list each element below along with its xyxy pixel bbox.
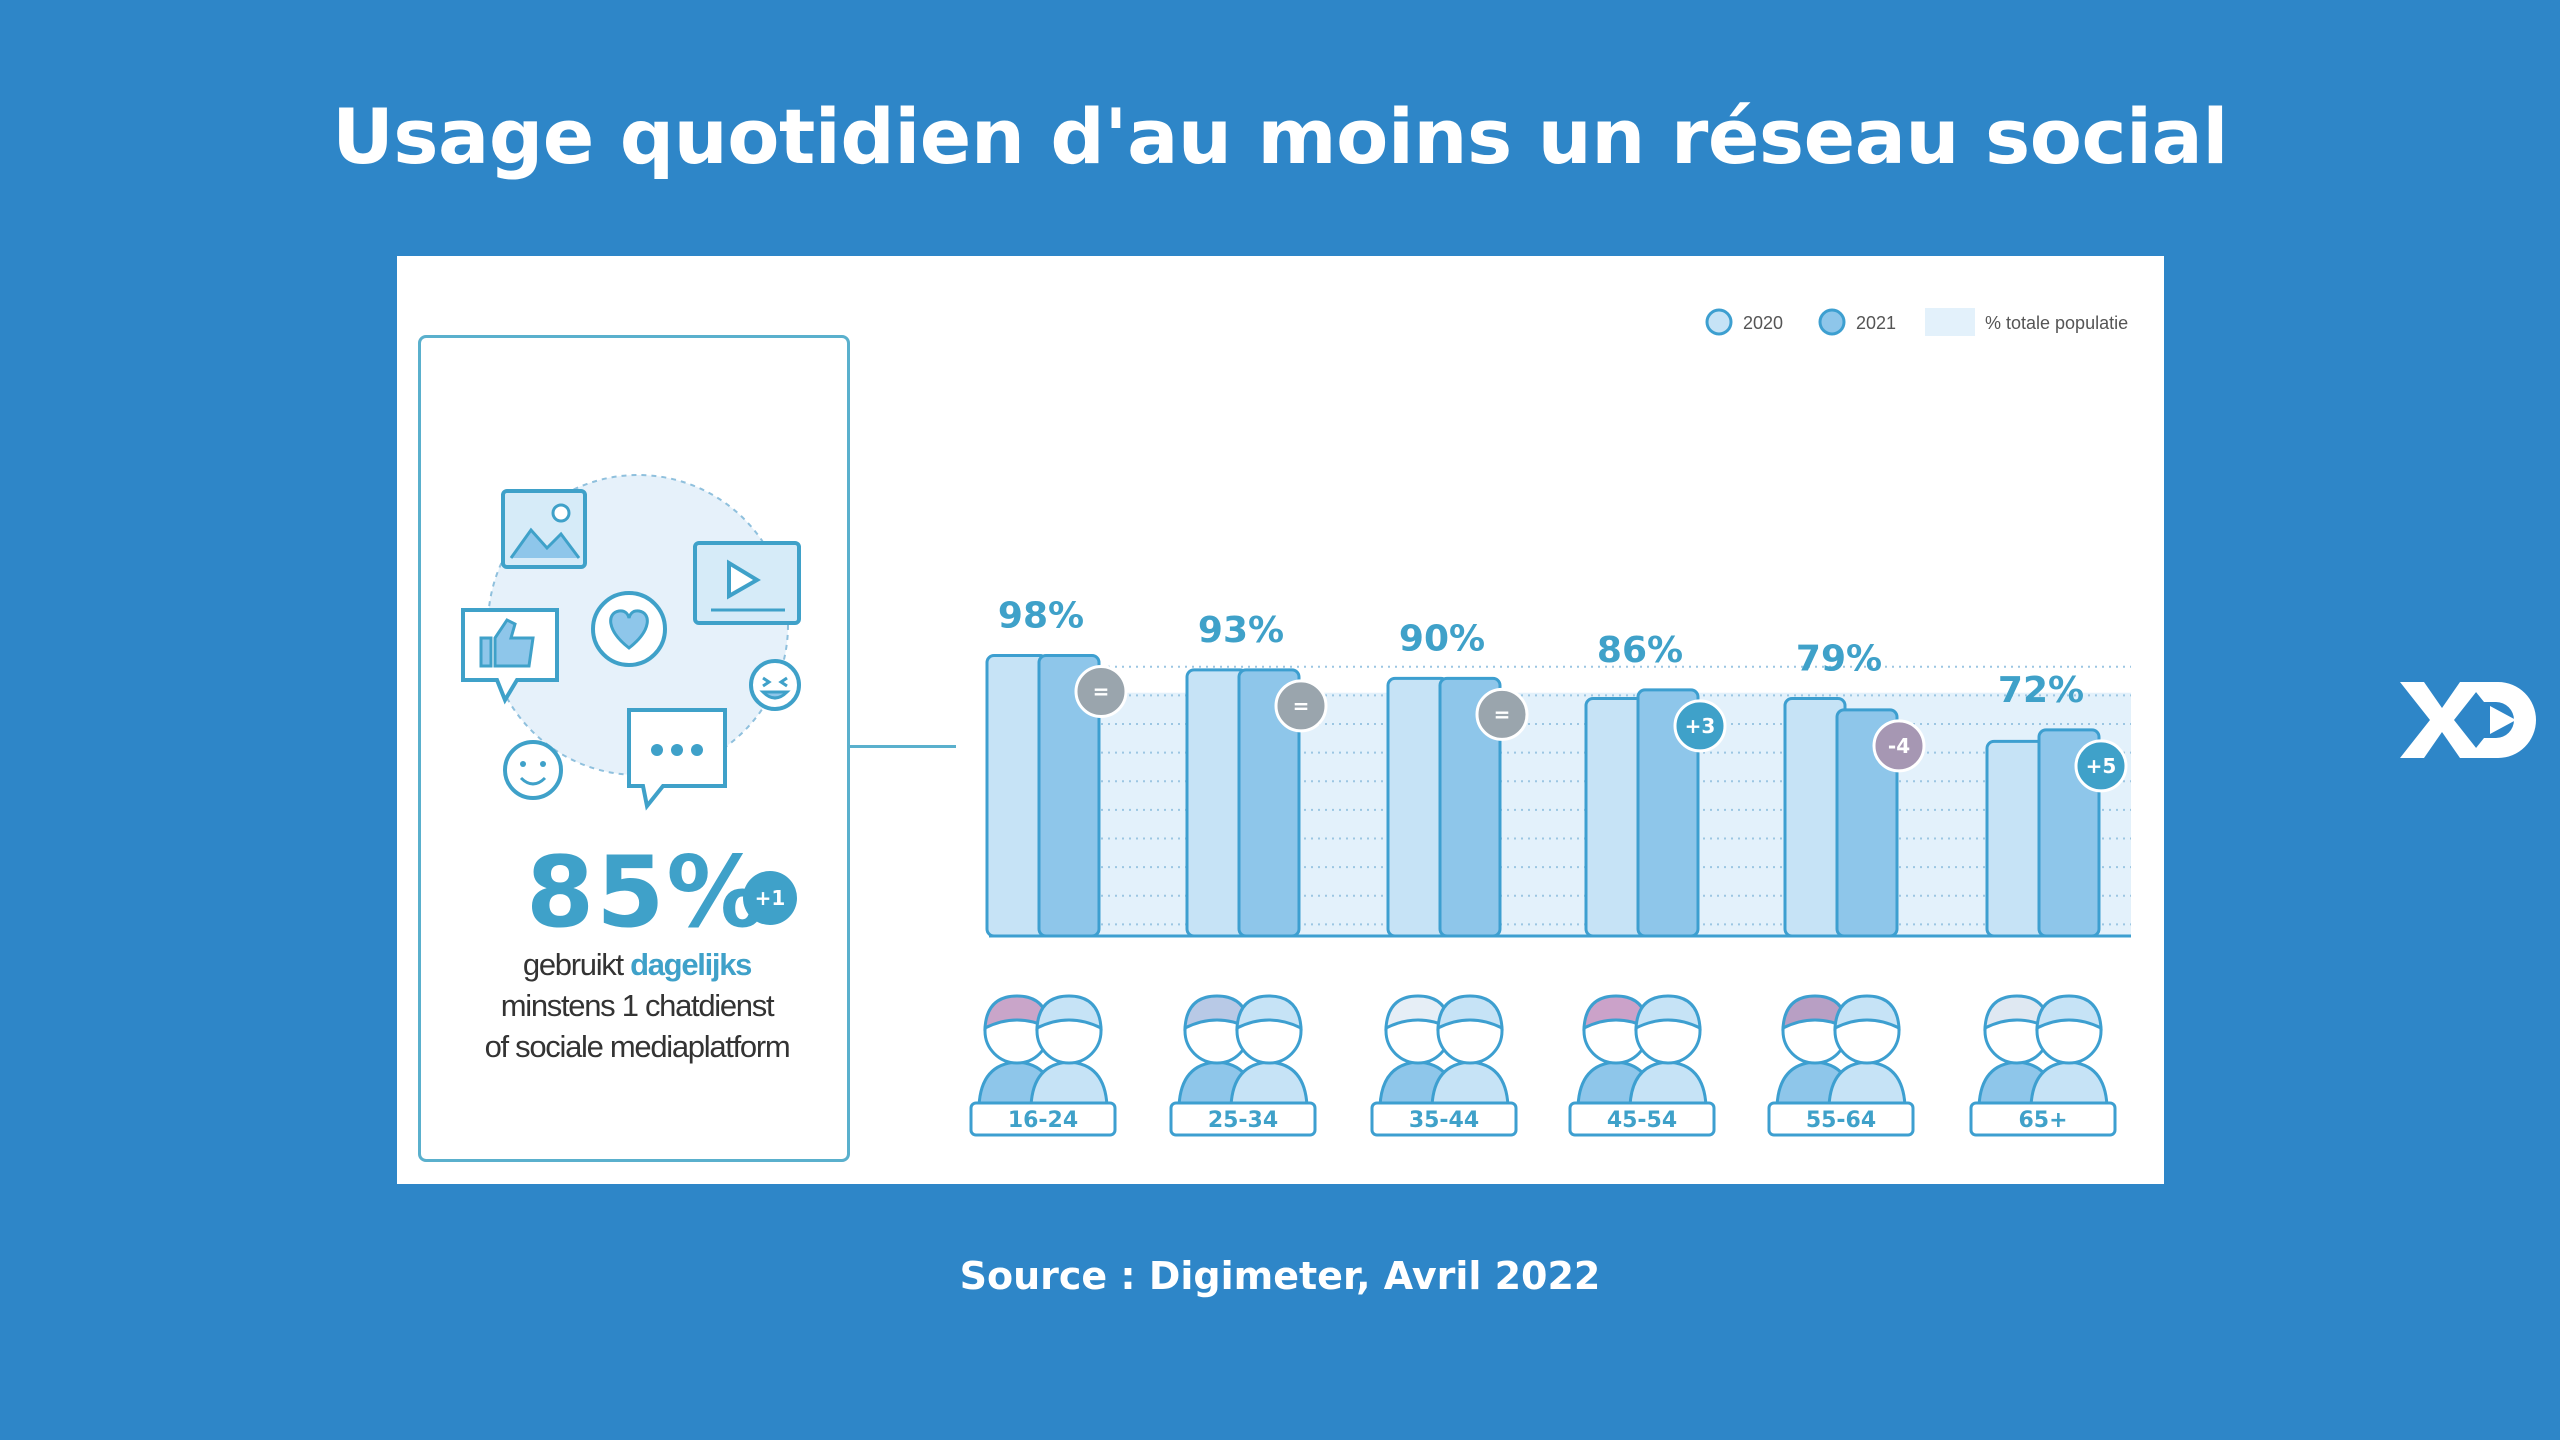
age-label: 45-54	[1607, 1108, 1677, 1133]
age-label-box	[1767, 1101, 1915, 1137]
age-group-illustration	[1977, 994, 2109, 1108]
age-group-illustration	[1576, 994, 1708, 1108]
person-body	[1827, 1060, 1907, 1108]
legend-swatch-2021	[1818, 308, 1846, 336]
age-label: 35-44	[1409, 1108, 1479, 1133]
smiley-icon	[503, 740, 563, 800]
legend-label: 2021	[1856, 313, 1896, 333]
person-hair	[1384, 994, 1452, 1031]
change-badge-label: =	[1093, 680, 1110, 704]
chat-bubble-icon	[627, 708, 727, 811]
change-badge	[1673, 699, 1727, 753]
age-group-illustration	[1177, 994, 1309, 1108]
person-body	[1430, 1060, 1510, 1108]
value-label: 86%	[1597, 630, 1683, 671]
age-label: 25-34	[1208, 1108, 1278, 1133]
age-group-illustration	[977, 994, 1109, 1108]
change-badge-label: =	[1293, 694, 1310, 718]
age-label: 55-64	[1806, 1108, 1876, 1133]
age-label: 16-24	[1008, 1108, 1078, 1133]
age-label-box	[1568, 1101, 1716, 1137]
change-badge-label: +5	[2086, 754, 2117, 778]
person-hair	[1781, 994, 1849, 1031]
source-citation: Source : Digimeter, Avril 2022	[959, 1254, 1601, 1298]
bar-chart: 98% = 93% = 90% = 86% +3 79% -4 72% +5 2020 2021 % tot…	[969, 308, 2131, 1137]
xd-logo-icon	[2400, 682, 2536, 758]
population-band	[989, 692, 2131, 936]
legend-swatch-population	[1925, 308, 1975, 336]
age-label-box	[1969, 1101, 2117, 1137]
age-label-box	[1370, 1101, 1518, 1137]
caption-highlight: dagelijks	[630, 947, 752, 982]
summary-caption-line2: minstens 1 chatdienst	[500, 988, 775, 1023]
summary-card: 85% +1 gebruikt dagelijks minstens 1 cha…	[418, 335, 850, 1162]
change-badge	[1074, 665, 1128, 719]
person-hair	[1235, 994, 1303, 1031]
person-body	[1229, 1060, 1309, 1108]
person-hair	[1983, 994, 2051, 1031]
person-body	[1628, 1060, 1708, 1108]
person-hair	[1183, 994, 1251, 1031]
value-label: 79%	[1796, 638, 1882, 679]
person-hair	[1634, 994, 1702, 1031]
age-label-box	[1169, 1101, 1317, 1137]
heart-icon	[591, 591, 667, 667]
change-badge	[1274, 679, 1328, 733]
laughing-emoji-icon	[749, 659, 801, 711]
age-group-illustration	[1378, 994, 1510, 1108]
person-body	[2029, 1060, 2109, 1108]
person-hair	[983, 994, 1051, 1031]
caption-text: gebruikt	[522, 947, 631, 982]
person-body	[1029, 1060, 1109, 1108]
video-play-icon	[693, 541, 801, 625]
age-group-illustration	[1775, 994, 1907, 1108]
thumbs-up-icon	[461, 608, 559, 705]
age-label: 65+	[2018, 1108, 2067, 1133]
change-badge-label: +3	[1685, 714, 1716, 738]
card-connector-line	[850, 745, 956, 748]
infographic-panel: 85% +1 gebruikt dagelijks minstens 1 cha…	[397, 256, 2164, 1184]
slide-title: Usage quotidien d'au moins un réseau soc…	[332, 92, 2228, 181]
summary-change-badge: +1	[743, 871, 797, 925]
legend-label: % totale populatie	[1985, 313, 2128, 333]
value-label: 98%	[998, 596, 1084, 637]
change-badge-label: -4	[1888, 734, 1910, 758]
summary-caption-line1: gebruikt dagelijks	[421, 947, 853, 983]
age-label-box	[969, 1101, 1117, 1137]
change-badge-label: =	[1494, 702, 1511, 726]
person-hair	[1035, 994, 1103, 1031]
social-media-illustration	[461, 474, 801, 811]
change-badge	[2074, 739, 2128, 793]
change-badge	[1475, 687, 1529, 741]
value-label: 93%	[1198, 610, 1284, 651]
summary-percent: 85%	[526, 836, 767, 950]
summary-caption-line3: of sociale mediaplatform	[484, 1029, 791, 1064]
value-label: 72%	[1998, 670, 2084, 711]
person-hair	[1436, 994, 1504, 1031]
legend-swatch-2020	[1705, 308, 1733, 336]
image-icon	[501, 489, 587, 569]
person-hair	[1833, 994, 1901, 1031]
value-label: 90%	[1399, 618, 1485, 659]
person-hair	[1582, 994, 1650, 1031]
change-badge	[1872, 719, 1926, 773]
person-hair	[2035, 994, 2103, 1031]
legend-label: 2020	[1743, 313, 1783, 333]
